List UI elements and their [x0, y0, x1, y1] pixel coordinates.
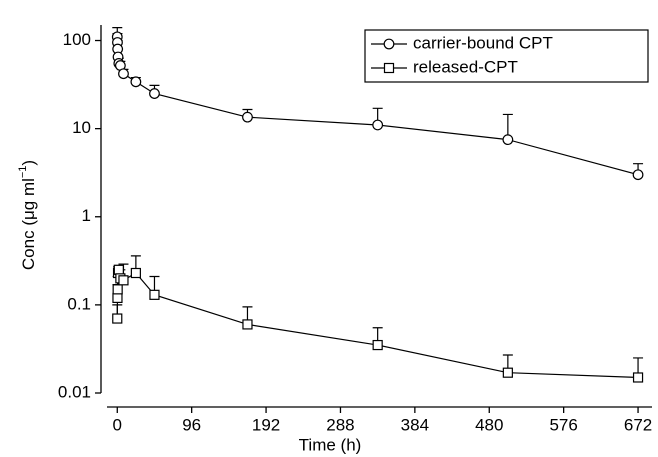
- data-point: [130, 76, 142, 88]
- y-label-main: Conc (μg ml: [19, 178, 38, 270]
- legend-label: released-CPT: [413, 57, 518, 76]
- data-point: [112, 292, 123, 304]
- data-point: [130, 267, 141, 279]
- legend-marker: [383, 38, 395, 50]
- x-tick-label: 0: [113, 415, 122, 434]
- x-tick-label: 480: [475, 415, 503, 434]
- data-point: [118, 275, 129, 286]
- y-label-end: ): [19, 160, 38, 166]
- legend-marker: [383, 62, 395, 74]
- data-point: [372, 119, 384, 131]
- y-tick-label: 0.1: [67, 294, 91, 313]
- data-point: [112, 313, 123, 324]
- y-tick-label: 0.01: [58, 382, 91, 401]
- legend-box: [364, 29, 649, 83]
- data-point: [118, 68, 129, 80]
- x-tick-label: 576: [549, 415, 577, 434]
- x-tick-label: 192: [252, 415, 280, 434]
- y-tick-label: 10: [72, 118, 91, 137]
- x-tick-label: 288: [326, 415, 354, 434]
- data-point: [632, 372, 644, 383]
- series-line: [116, 269, 639, 379]
- y-axis-label: Conc (μg ml−1): [17, 160, 39, 270]
- legend-label: carrier-bound CPT: [413, 33, 553, 52]
- data-point: [113, 264, 124, 275]
- data-point: [149, 88, 160, 99]
- x-tick-label: 96: [182, 415, 201, 434]
- data-point: [149, 289, 160, 300]
- data-point: [632, 169, 644, 181]
- y-tick-label: 1: [82, 206, 91, 225]
- data-point: [502, 367, 513, 378]
- data-point: [372, 339, 383, 351]
- data-point: [242, 319, 253, 330]
- y-tick-label: 100: [63, 30, 91, 49]
- x-axis-label: Time (h): [299, 435, 362, 454]
- x-tick-label: 384: [401, 415, 429, 434]
- data-point: [112, 284, 123, 295]
- x-tick-label: 672: [624, 415, 652, 434]
- data-point: [242, 111, 253, 123]
- y-label-sup: −1: [17, 166, 29, 179]
- data-point: [502, 134, 514, 146]
